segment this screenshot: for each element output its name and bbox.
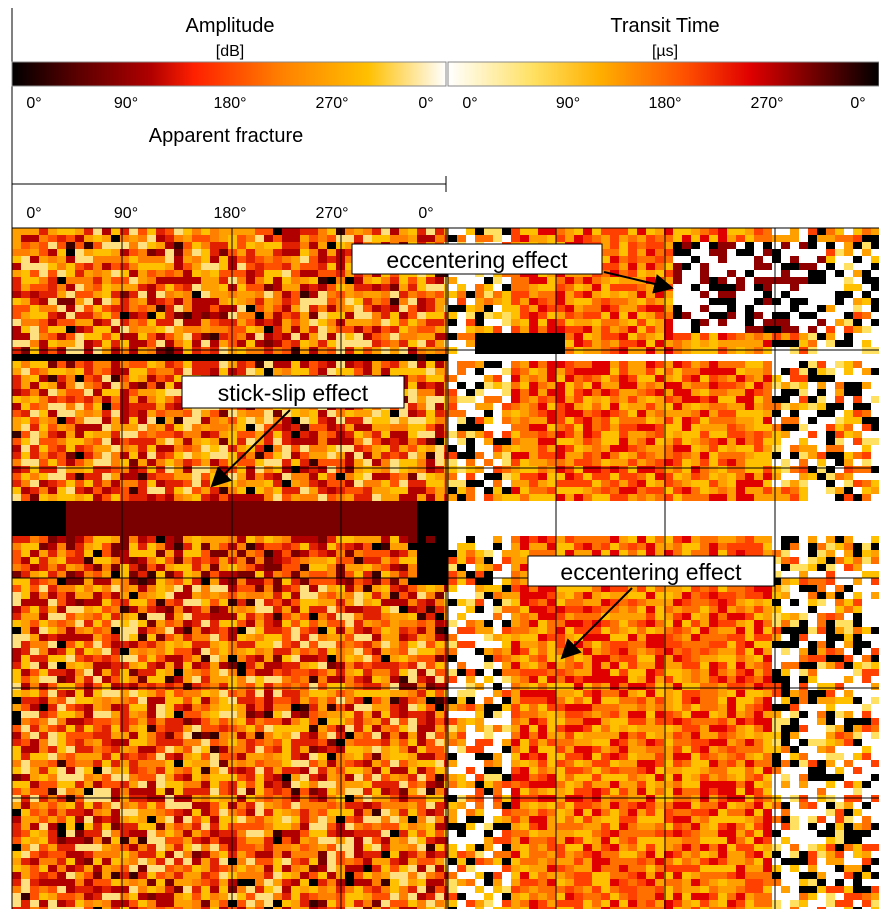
transit-time-title: Transit Time: [610, 15, 719, 37]
transit-time-colorbar: [447, 61, 879, 87]
amplitude-colorbar-ticks: 0° 90° 180° 270° 0°: [26, 95, 433, 112]
amplitude-tick-label: 0°: [418, 95, 433, 112]
transit-time-tick-label: 0°: [462, 95, 477, 112]
transit-time-tick-label: 0°: [850, 95, 865, 112]
apparent-fracture-tick-label: 180°: [213, 205, 246, 222]
apparent-fracture-tick-label: 0°: [26, 205, 41, 222]
annotation-eccentering-top: eccentering effect: [351, 243, 674, 294]
amplitude-heatmap: [12, 228, 453, 909]
amplitude-tick-label: 270°: [315, 95, 348, 112]
amplitude-colorbar: [11, 61, 447, 87]
apparent-fracture-tick-label: 0°: [418, 205, 433, 222]
annotation-stick-slip: stick-slip effect: [181, 375, 405, 488]
annotation-eccentering-bottom-text: eccentering effect: [560, 559, 742, 585]
heatmap-grid: [11, 227, 879, 909]
annotation-eccentering-bottom: eccentering effect: [527, 555, 775, 660]
amplitude-title: Amplitude: [186, 15, 275, 37]
transit-time-tick-label: 270°: [750, 95, 783, 112]
transit-time-unit: [µs]: [652, 43, 678, 60]
apparent-fracture-ticks: 0° 90° 180° 270° 0°: [26, 205, 433, 222]
apparent-fracture-tick-label: 90°: [114, 205, 138, 222]
apparent-fracture-tick-label: 270°: [315, 205, 348, 222]
amplitude-unit: [dB]: [216, 43, 244, 60]
transit-time-tick-label: 90°: [556, 95, 580, 112]
apparent-fracture-label: Apparent fracture: [149, 125, 304, 147]
annotation-eccentering-top-text: eccentering effect: [386, 247, 568, 273]
transit-time-tick-label: 180°: [648, 95, 681, 112]
transit-time-colorbar-ticks: 0° 90° 180° 270° 0°: [462, 95, 865, 112]
amplitude-tick-label: 90°: [114, 95, 138, 112]
amplitude-tick-label: 180°: [213, 95, 246, 112]
annotation-stick-slip-text: stick-slip effect: [218, 380, 369, 406]
amplitude-tick-label: 0°: [26, 95, 41, 112]
transit-time-heatmap: [448, 228, 879, 909]
